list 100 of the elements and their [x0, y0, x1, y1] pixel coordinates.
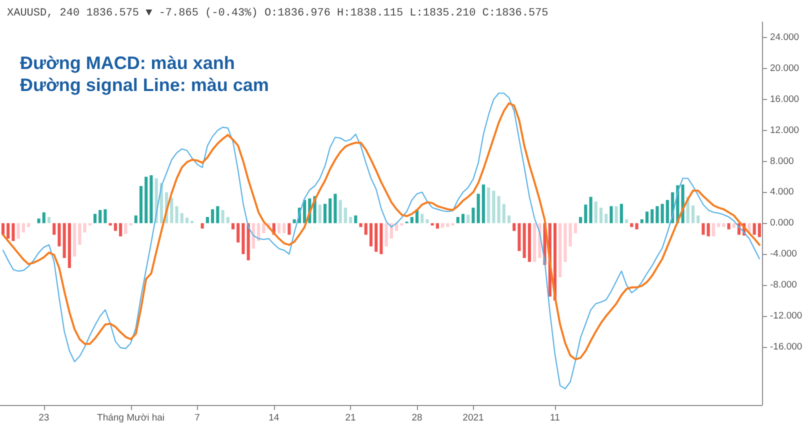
bar	[507, 215, 511, 224]
bar	[282, 223, 286, 234]
bar	[717, 223, 720, 228]
bar	[257, 223, 260, 241]
bar	[180, 213, 184, 224]
bar	[93, 214, 97, 224]
bar	[262, 223, 266, 234]
chart-title: XAUUSD, 240 1836.575 ▼ -7.865 (-0.43%) O:1836.976 H:1838.115 L:1835.210 C:1836.575	[7, 8, 548, 20]
y-tick-label: -4.000	[770, 248, 797, 260]
bar	[78, 223, 82, 245]
bar	[599, 208, 603, 224]
bar	[354, 215, 358, 224]
bar	[482, 184, 485, 224]
bar	[216, 206, 220, 224]
bar	[42, 212, 46, 224]
bar	[104, 209, 107, 224]
y-tick-label: -8.000	[770, 280, 797, 291]
y-tick-label: 20.000	[770, 62, 800, 74]
bar	[702, 223, 705, 235]
bar	[635, 223, 638, 230]
bar	[758, 223, 761, 238]
bar	[37, 218, 40, 224]
bar	[349, 216, 352, 224]
bar	[374, 223, 378, 252]
bar	[497, 196, 500, 224]
bar	[706, 223, 710, 236]
bar	[246, 223, 250, 260]
bar	[476, 194, 480, 224]
bar	[211, 209, 214, 224]
bar	[426, 219, 429, 224]
bar	[645, 212, 649, 224]
bar	[461, 214, 465, 224]
bar	[114, 223, 117, 231]
bar	[589, 196, 592, 224]
bar	[328, 198, 332, 224]
bar	[344, 208, 347, 224]
bar	[185, 218, 189, 224]
bar	[410, 216, 414, 224]
y-tick-label: 16.000	[770, 94, 800, 105]
y-tick-label: -12.000	[770, 310, 802, 322]
bar	[98, 210, 102, 224]
bar	[528, 223, 531, 262]
annotation: Đường MACD: màu xanh	[20, 53, 235, 73]
bar	[226, 216, 230, 224]
bar	[323, 204, 327, 224]
bar	[691, 205, 695, 224]
bar	[252, 223, 255, 249]
bar	[242, 223, 245, 254]
bar	[52, 223, 56, 235]
x-tick-label: Tháng Mười hai	[97, 412, 165, 424]
bar	[533, 223, 536, 262]
bar	[594, 202, 598, 224]
bar	[502, 204, 506, 224]
y-tick-label: 24.000	[770, 32, 800, 43]
bar	[119, 223, 122, 236]
bar	[334, 194, 337, 224]
bar	[1, 223, 5, 235]
bar	[175, 206, 178, 224]
bar	[134, 215, 138, 224]
bar	[288, 223, 291, 235]
y-tick-label: 12.000	[770, 124, 800, 136]
bar	[752, 223, 756, 235]
bar	[150, 175, 153, 224]
x-tick-label: 11	[550, 412, 560, 424]
y-tick-label: 4.000	[770, 186, 794, 198]
bar	[12, 223, 15, 241]
bar	[492, 190, 496, 224]
bar	[660, 204, 664, 224]
bar	[369, 223, 373, 246]
bar	[722, 223, 726, 228]
bar	[522, 223, 526, 258]
bar	[574, 223, 577, 234]
bar	[384, 223, 388, 246]
bar	[518, 223, 521, 252]
bar	[727, 223, 730, 230]
bar	[436, 223, 439, 229]
bar	[558, 223, 562, 278]
y-tick-label: 0.000	[770, 218, 794, 229]
bar	[47, 216, 51, 224]
bar	[656, 206, 659, 224]
bar	[236, 223, 240, 243]
x-tick-label: 28	[412, 412, 422, 424]
bar	[487, 188, 490, 224]
bar	[732, 223, 736, 228]
bar	[712, 223, 715, 236]
bar	[696, 215, 700, 224]
bar	[614, 206, 618, 224]
bar	[466, 214, 470, 224]
annotation: Đường signal Line: màu cam	[20, 75, 269, 95]
bar	[564, 223, 567, 262]
bar	[610, 206, 613, 224]
x-tick-label: 14	[268, 412, 280, 424]
bar	[73, 223, 76, 256]
bar	[221, 210, 224, 224]
bar	[144, 176, 148, 224]
bar	[16, 223, 20, 239]
bar	[359, 223, 362, 228]
x-tick-label: 23	[38, 412, 50, 424]
bar	[604, 214, 608, 224]
bar	[620, 204, 623, 224]
